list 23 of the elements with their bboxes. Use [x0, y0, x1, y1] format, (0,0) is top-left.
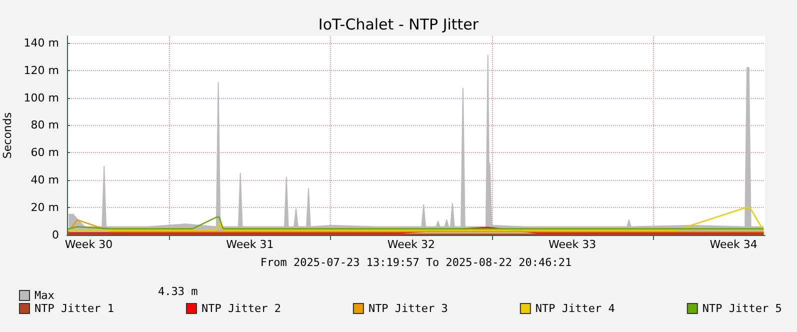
- legend-label: NTP Jitter 5: [702, 302, 782, 315]
- y-tick-label: 100 m: [24, 91, 59, 104]
- legend-label: NTP Jitter 3: [368, 302, 448, 315]
- y-tick-label: 80 m: [30, 118, 59, 132]
- y-tick-label: 120 m: [24, 64, 59, 77]
- y-tick-label: 0: [52, 228, 59, 242]
- legend-label: NTP Jitter 4: [535, 302, 616, 315]
- legend-label: NTP Jitter 2: [201, 302, 281, 315]
- y-tick-label: 60 m: [30, 146, 59, 160]
- x-axis-title: From 2025-07-23 13:19:57 To 2025-08-22 20:46:21: [260, 256, 572, 269]
- x-tick-label: Week 31: [226, 238, 274, 251]
- y-tick-label: 40 m: [30, 174, 59, 187]
- x-tick-label: Week 32: [387, 238, 435, 251]
- x-tick-label: Week 34: [710, 238, 758, 251]
- y-tick-label: 140 m: [24, 36, 59, 50]
- x-tick-label: Week 33: [548, 238, 596, 251]
- y-axis-title: Seconds: [0, 112, 14, 159]
- x-tick-label: Week 30: [64, 238, 113, 251]
- y-tick-label: 20 m: [30, 201, 59, 214]
- legend-label: Max: [34, 289, 55, 302]
- legend-label: NTP Jitter 1: [34, 302, 114, 315]
- text: 4.33 m: [158, 285, 198, 298]
- chart-title: IoT-Chalet - NTP Jitter: [318, 16, 480, 34]
